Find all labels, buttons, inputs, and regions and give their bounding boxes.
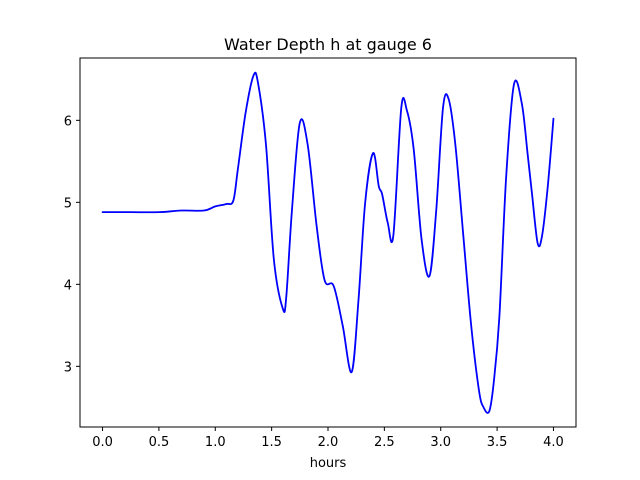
x-tick-label: 4.0 [543,435,564,450]
y-tick-label: 3 [64,360,72,375]
axes-frame [79,57,577,428]
water-depth-line [101,71,555,414]
y-tick-label: 5 [64,196,72,211]
x-tick-label: 3.0 [430,435,451,450]
x-tick-label: 3.5 [487,435,508,450]
plot-area [79,57,577,428]
chart-title: Water Depth h at gauge 6 [224,35,432,54]
x-tick-label: 2.5 [374,435,395,450]
x-axis-ticks: 0.0 0.5 1.0 1.5 2.0 2.5 3.0 3.5 4.0 [92,427,564,450]
x-tick-label: 0.5 [149,435,170,450]
y-tick-label: 6 [64,114,72,129]
x-axis-label: hours [310,456,347,471]
y-tick-label: 4 [64,278,72,293]
x-tick-label: 2.0 [318,435,339,450]
y-axis-ticks: 3 4 5 6 [64,114,80,375]
x-tick-label: 1.0 [205,435,226,450]
x-tick-label: 1.5 [261,435,282,450]
x-tick-label: 0.0 [92,435,113,450]
